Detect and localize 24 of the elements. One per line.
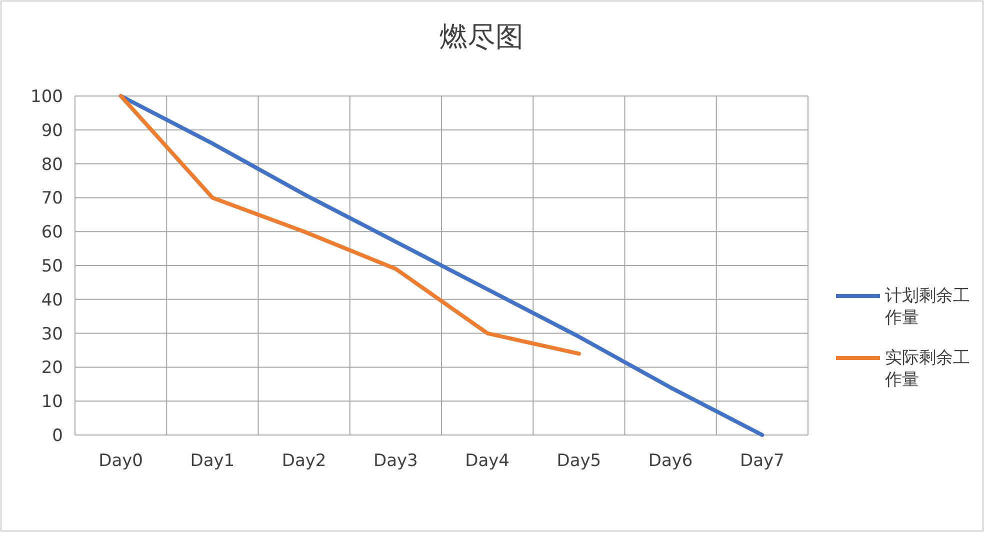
- y-tick-label: 50: [41, 256, 63, 276]
- x-tick-label: Day2: [282, 451, 326, 471]
- line-series: [118, 94, 764, 437]
- legend-label: 实际剩余工作量: [885, 347, 971, 391]
- y-tick-label: 40: [41, 290, 63, 310]
- x-tick-label: Day0: [98, 451, 144, 471]
- y-tick-label: 80: [41, 154, 63, 175]
- y-tick-label: 30: [41, 324, 63, 344]
- x-tick-label: Day5: [556, 451, 602, 471]
- line-series: [118, 94, 581, 356]
- x-tick-label: Day6: [648, 451, 693, 471]
- chart-title: 燃尽图: [440, 20, 524, 53]
- y-tick-label: 100: [30, 87, 63, 107]
- x-tick-label: Day4: [465, 451, 510, 471]
- x-tick-label: Day3: [373, 451, 418, 471]
- y-tick-label: 90: [41, 120, 63, 141]
- y-tick-label: 10: [41, 392, 63, 412]
- x-tick-label: Day1: [190, 451, 235, 471]
- x-tick-label: Day7: [740, 451, 784, 471]
- y-tick-label: 60: [41, 222, 63, 243]
- y-tick-label: 20: [41, 358, 63, 378]
- y-tick-label: 70: [41, 188, 63, 209]
- y-tick-label: 0: [52, 426, 63, 446]
- legend-label: 计划剩余工作量: [885, 285, 971, 329]
